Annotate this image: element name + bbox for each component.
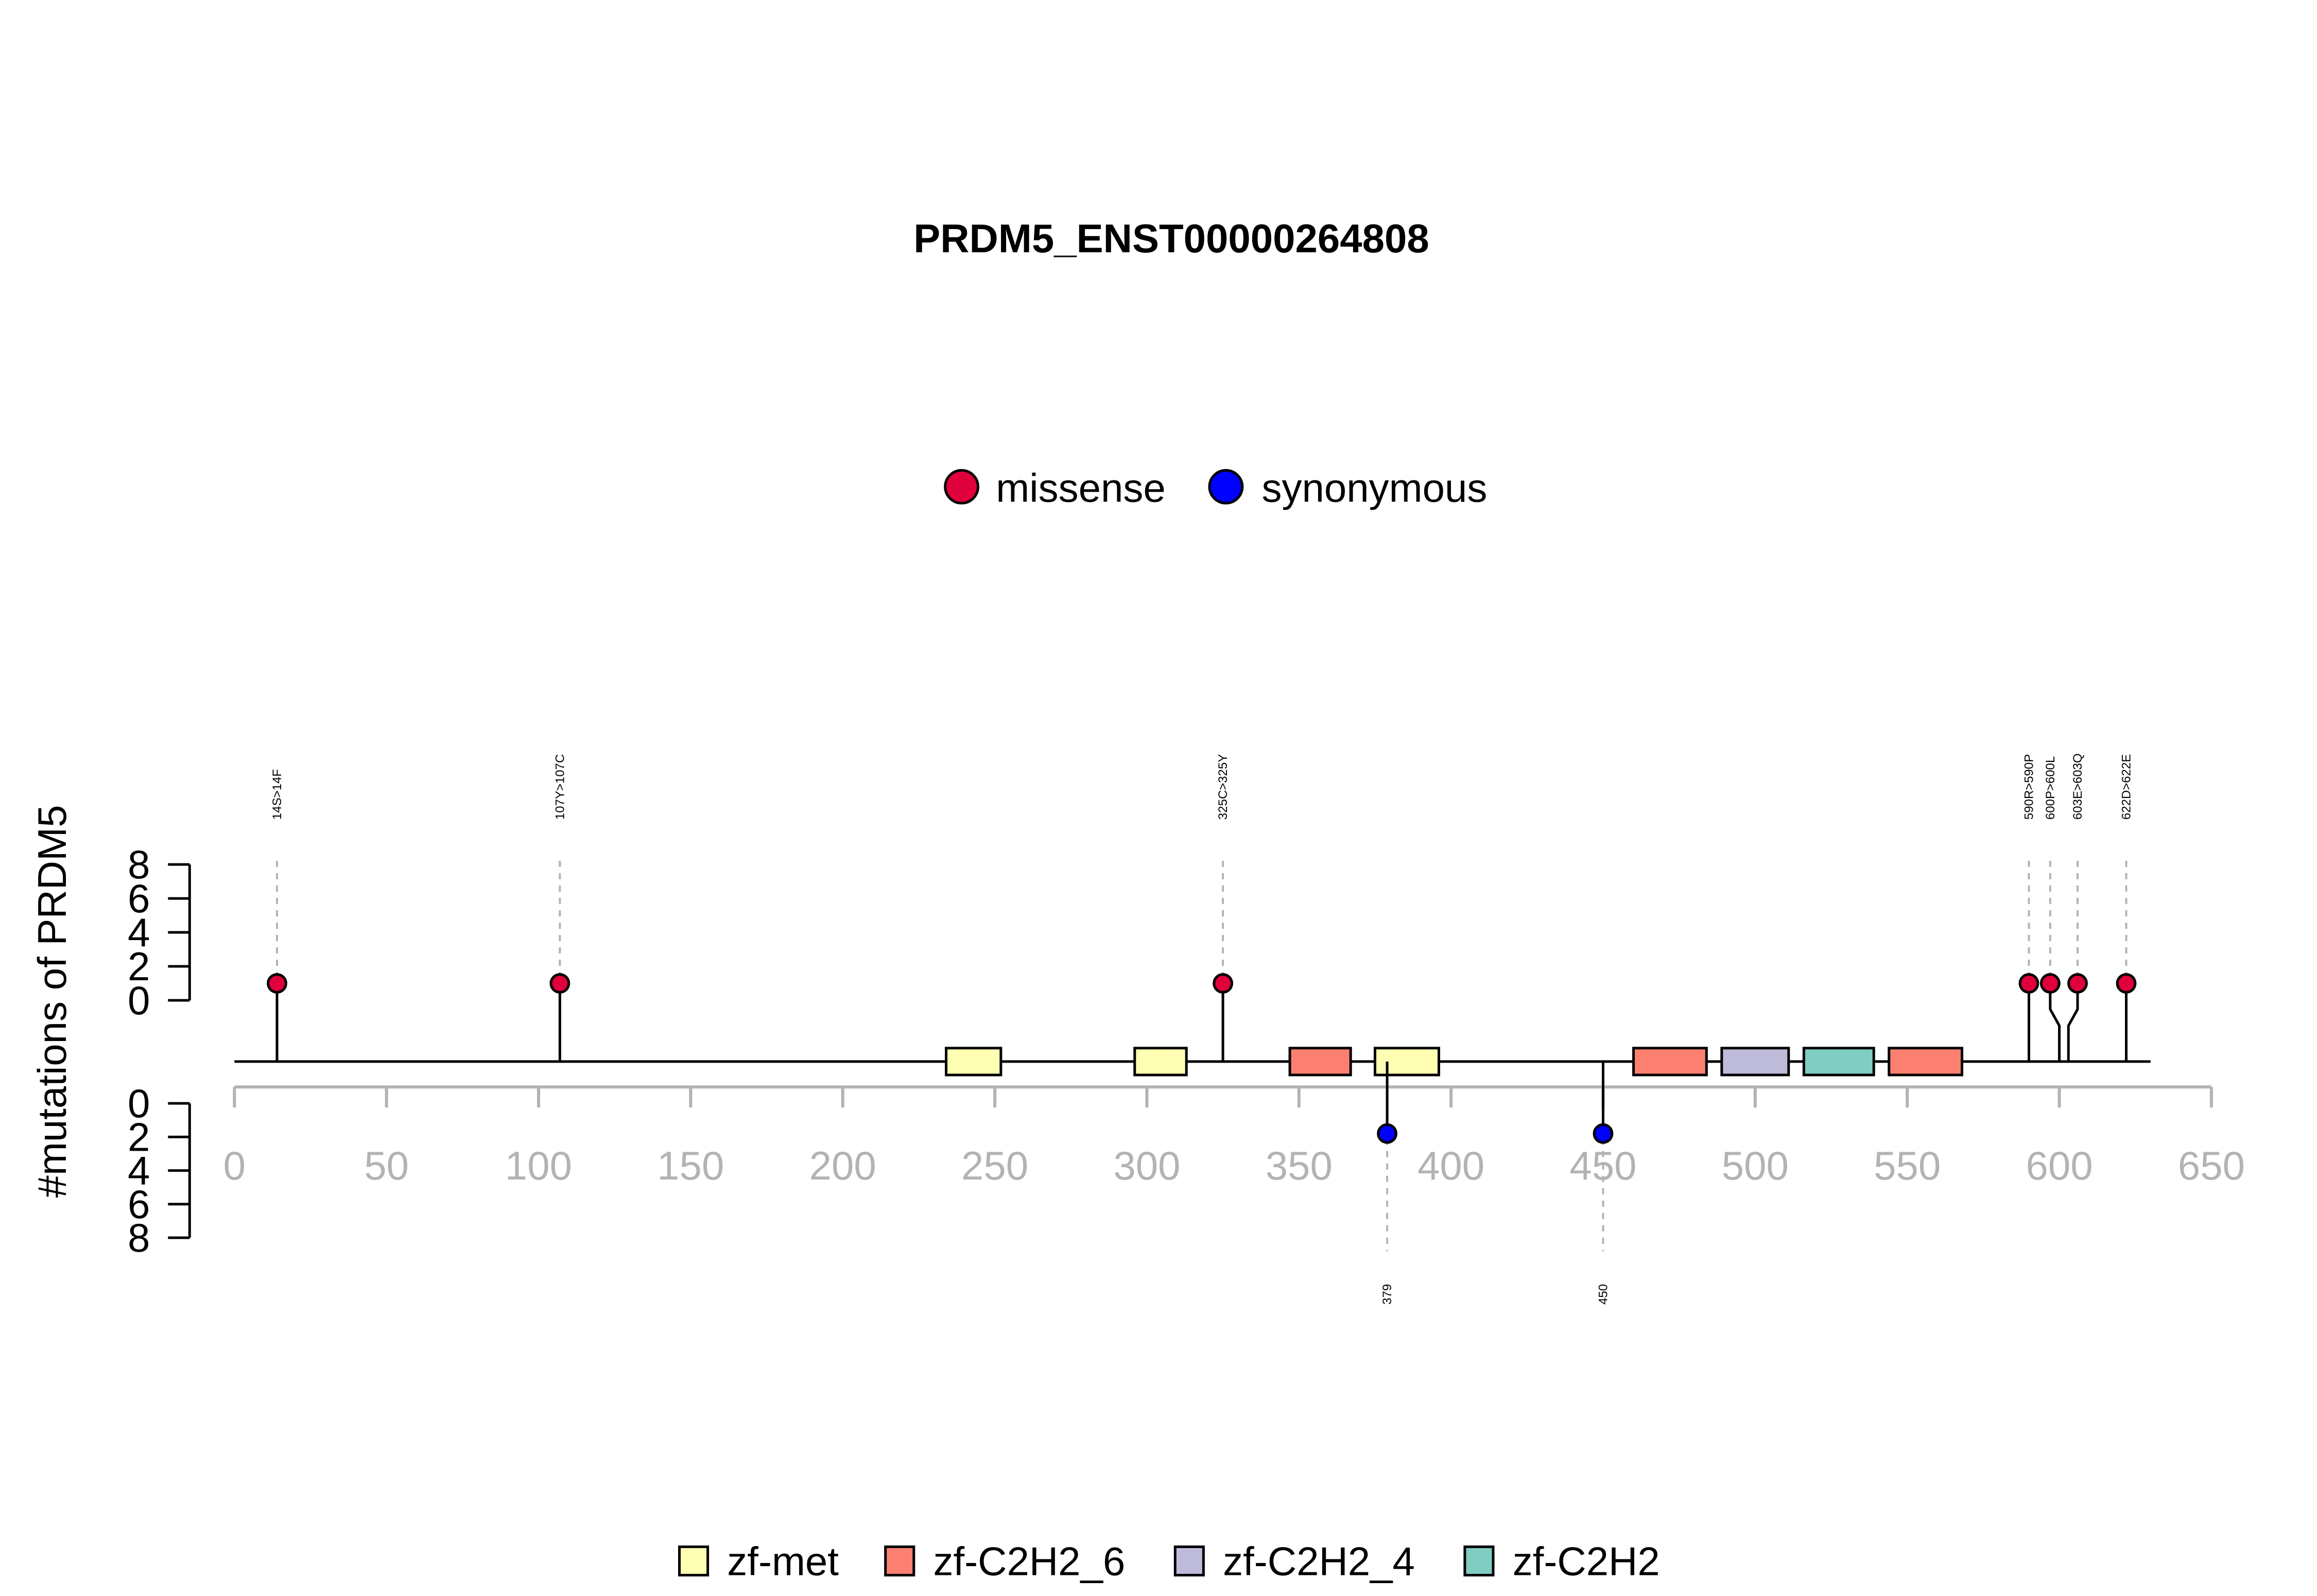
mutation-type-legend: missense synonymous — [944, 465, 1488, 510]
x-tick-label: 250 — [961, 1143, 1028, 1188]
domain-zf-met — [1133, 1047, 1188, 1077]
domain-zf-C2H2_4 — [1720, 1047, 1790, 1077]
mutation-point-missense — [267, 973, 287, 994]
domain-zf-C2H2_6 — [1632, 1047, 1708, 1077]
mutation-point-synonymous — [1593, 1123, 1614, 1144]
mutation-label: 450 — [1596, 1284, 1610, 1305]
x-tick-label: 150 — [657, 1143, 724, 1188]
x-tick-label: 50 — [364, 1143, 409, 1188]
domain-legend-label-zf-C2H2_4: zf-C2H2_4 — [1223, 1539, 1415, 1584]
x-tick-label: 100 — [505, 1143, 572, 1188]
mutation-point-missense — [549, 973, 570, 994]
mutation-point-missense — [2116, 973, 2137, 994]
domain-boxes — [945, 1047, 1964, 1077]
mutation-label: 603E>603Q — [2071, 753, 2085, 820]
chart-title: PRDM5_ENST00000264808 — [913, 216, 1429, 261]
domain-legend: zf-met zf-C2H2_6 zf-C2H2_4 zf-C2H2 — [678, 1539, 1660, 1584]
y-tick-label-lower: 8 — [128, 1215, 150, 1260]
x-tick-label: 350 — [1266, 1143, 1333, 1188]
mutation-point-missense — [2018, 973, 2039, 994]
domain-legend-box-zf-C2H2_6 — [884, 1545, 915, 1576]
y-tick-label-upper: 8 — [128, 842, 150, 887]
mutation-point-missense — [2067, 973, 2088, 994]
domain-zf-C2H2_6 — [1288, 1047, 1352, 1077]
mutation-label: 325C>325Y — [1216, 754, 1230, 820]
y-tick-label-lower: 4 — [128, 1148, 150, 1193]
x-axis: 0 50 100 150 200 250 300 350 400 450 500 550 600 650 — [223, 1085, 2245, 1188]
domain-zf-met — [945, 1047, 1002, 1077]
domain-legend-label-zf-C2H2_6: zf-C2H2_6 — [933, 1539, 1126, 1584]
legend-label-synonymous: synonymous — [1262, 465, 1488, 510]
y-tick-label-upper: 0 — [128, 978, 150, 1023]
mutation-point-missense — [1213, 973, 1234, 994]
y-tick-label-upper: 2 — [128, 944, 150, 989]
mutation-stem — [2067, 983, 2079, 1062]
x-tick-label: 0 — [223, 1143, 246, 1188]
mutation-label: 600P>600L — [2044, 756, 2057, 820]
y-tick-label-upper: 6 — [128, 876, 150, 921]
mutation-point-missense — [2039, 973, 2061, 994]
domain-legend-label-zf-C2H2: zf-C2H2 — [1513, 1539, 1660, 1584]
y-tick-label-lower: 6 — [128, 1182, 150, 1227]
mutation-label: 622D>622E — [2120, 754, 2134, 820]
mutation-lollipops: 14S>14F 107Y>107C 325C>325Y 590R>590P 600P>6… — [267, 753, 2137, 1305]
legend-marker-missense — [944, 469, 979, 505]
y-tick-label-lower: 2 — [128, 1114, 150, 1159]
mutation-label: 379 — [1380, 1284, 1394, 1305]
domain-legend-box-zf-C2H2_4 — [1173, 1545, 1205, 1576]
y-tick-label-lower: 0 — [128, 1081, 150, 1126]
mutation-stem — [2049, 983, 2061, 1062]
x-tick-label: 400 — [1417, 1143, 1484, 1188]
domain-legend-label-zf-met: zf-met — [727, 1539, 839, 1584]
mutation-label: 590R>590P — [2022, 754, 2036, 820]
x-tick-label: 200 — [809, 1143, 876, 1188]
legend-marker-synonymous — [1208, 469, 1244, 505]
domain-legend-box-zf-met — [678, 1545, 710, 1576]
legend-label-missense: missense — [996, 465, 1165, 510]
y-axis-label: #mutations of PRDM5 — [29, 805, 75, 1198]
mutation-point-synonymous — [1377, 1123, 1397, 1144]
domain-zf-C2H2_6 — [1888, 1047, 1964, 1077]
domain-zf-met — [1373, 1047, 1441, 1077]
x-tick-label: 550 — [1874, 1143, 1941, 1188]
x-tick-label: 300 — [1113, 1143, 1180, 1188]
x-tick-label: 500 — [1722, 1143, 1789, 1188]
y-tick-label-upper: 4 — [128, 910, 150, 955]
mutation-label: 14S>14F — [270, 769, 284, 820]
x-tick-label: 650 — [2178, 1143, 2245, 1188]
mutation-label: 107Y>107C — [553, 754, 567, 820]
x-tick-label: 600 — [2026, 1143, 2093, 1188]
domain-legend-box-zf-C2H2 — [1463, 1545, 1495, 1576]
domain-zf-C2H2 — [1802, 1047, 1875, 1077]
